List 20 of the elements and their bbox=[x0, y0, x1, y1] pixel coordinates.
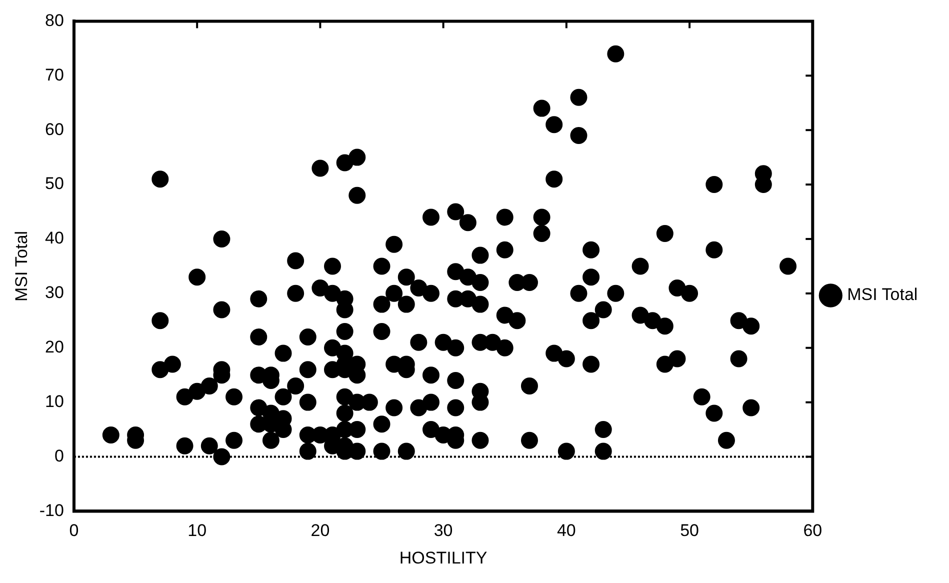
y-tick-label: 50 bbox=[45, 174, 64, 194]
y-tick-label: 80 bbox=[45, 10, 64, 30]
y-axis-title: MSI Total bbox=[12, 230, 31, 302]
x-tick-label: 10 bbox=[188, 521, 207, 540]
x-axis-title: HOSTILITY bbox=[399, 548, 488, 568]
y-tick-label: 0 bbox=[54, 446, 64, 466]
y-tick-label: 40 bbox=[45, 228, 64, 248]
y-tick-label: -10 bbox=[39, 500, 64, 520]
y-tick-label: 60 bbox=[45, 120, 64, 139]
y-tick-label: 10 bbox=[45, 392, 64, 411]
x-tick-label: 30 bbox=[434, 521, 453, 540]
x-tick-label: 20 bbox=[310, 521, 330, 540]
y-tick-label: 30 bbox=[45, 283, 64, 302]
y-tick-label: 70 bbox=[45, 65, 64, 84]
y-tick-label: 20 bbox=[45, 338, 64, 357]
x-tick-label: 50 bbox=[680, 521, 699, 540]
x-tick-label: 0 bbox=[69, 521, 79, 540]
x-tick-label: 60 bbox=[803, 521, 822, 540]
x-tick-label: 40 bbox=[556, 521, 576, 540]
legend-label: MSI Total bbox=[847, 285, 918, 304]
